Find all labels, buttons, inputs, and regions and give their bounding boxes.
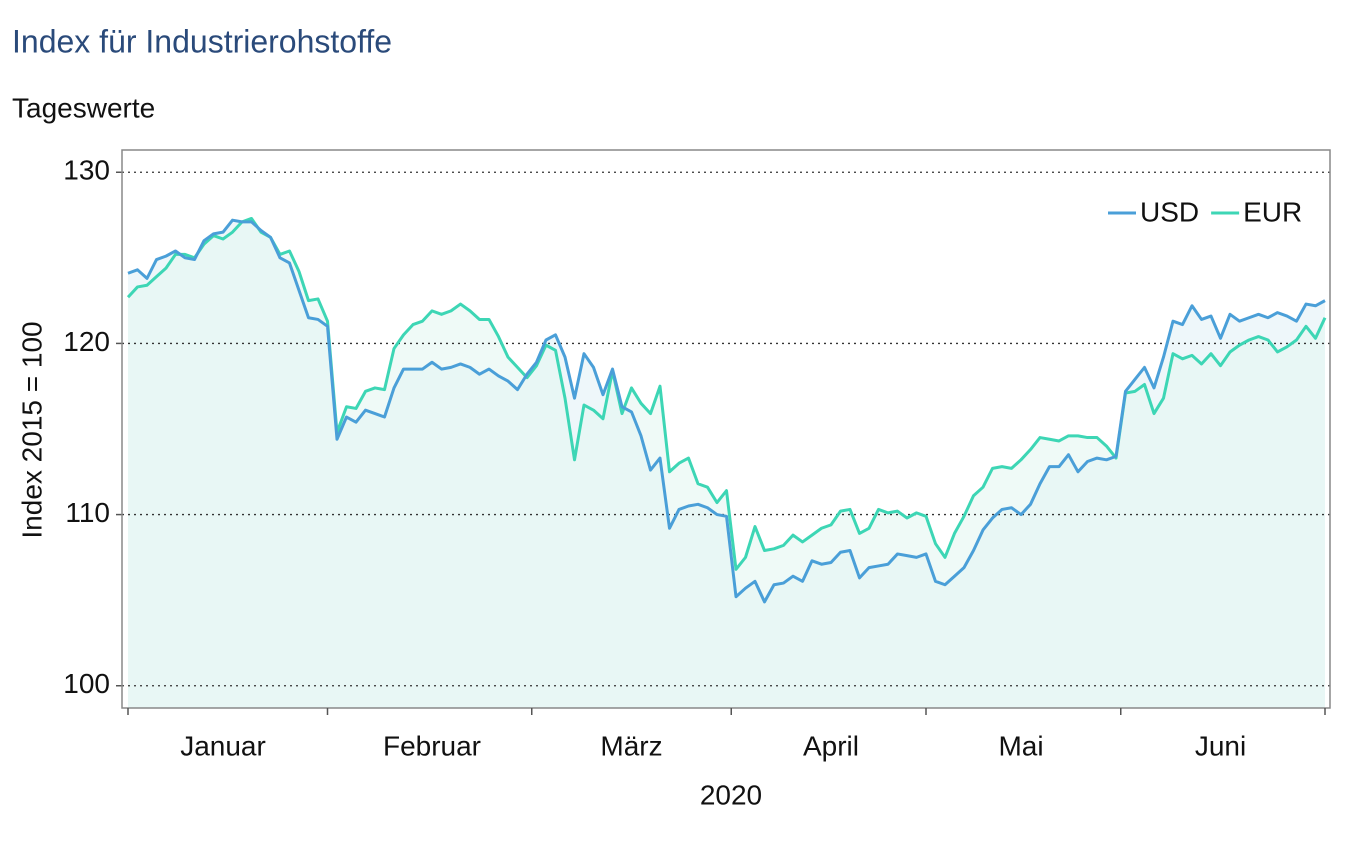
plot-frame [121,149,1331,709]
y-tick-label: 120 [63,326,110,357]
chart-title: Index für Industrierohstoffe [12,23,392,59]
y-tick-label: 110 [65,497,110,528]
y-tick-label: 100 [63,668,110,699]
legend-label: EUR [1243,196,1302,227]
line [127,218,1326,604]
x-tick-label: Januar [180,730,266,761]
legend-label: USD [1140,196,1199,227]
x-tick-label: März [600,730,662,761]
x-tick-label: April [803,730,859,761]
y-axis-label: Index 2015 = 100 [16,321,47,538]
x-axis-label: 2020 [700,779,762,810]
x-tick-label: Mai [998,730,1043,761]
y-tick-label: 130 [63,155,110,186]
x-tick-label: Juni [1195,730,1246,761]
chart-subtitle: Tageswerte [12,92,155,123]
area [128,218,1325,709]
x-tick-label: Februar [383,730,481,761]
